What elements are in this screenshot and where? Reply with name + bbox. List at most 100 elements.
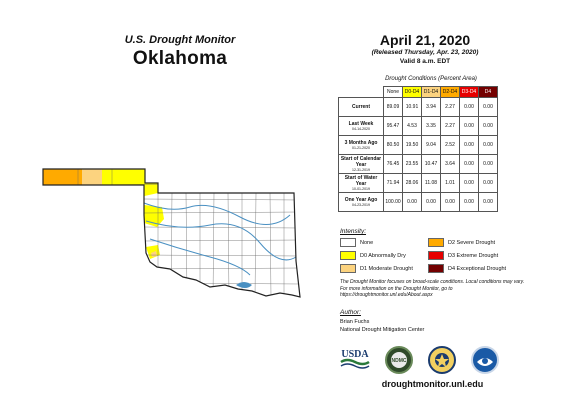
table-cell: 4.53 [402, 116, 422, 136]
author-heading: Author: [340, 309, 361, 316]
table-cell: 0.00 [478, 135, 498, 155]
d1-moderate-drought-area-southwest [151, 251, 157, 257]
legend-swatch [428, 264, 444, 273]
doc-seal-logo [428, 346, 456, 374]
table-row: Last Week 04-14-2020 95.47 4.53 3.35 2.27 0.00… [338, 116, 498, 136]
usda-logo-text: USDA [341, 349, 369, 360]
table-cell: 10.47 [421, 154, 441, 174]
row-label-text: Start of Water Year [344, 175, 378, 187]
legend-item-d2: D2 Severe Drought [428, 238, 495, 247]
table-cell: 0.00 [440, 192, 460, 212]
row-label-text: Last Week [348, 121, 374, 127]
legend-item-d0: D0 Abnormally Dry [340, 251, 406, 260]
col-header: D4 [478, 86, 498, 98]
table-cell: 0.00 [459, 192, 479, 212]
table-cell: 0.00 [459, 173, 479, 193]
legend-item-none: None [340, 238, 373, 247]
table-cell: 9.04 [421, 135, 441, 155]
lake-texoma [236, 282, 252, 288]
table-cell: 76.45 [383, 154, 403, 174]
table-cell: 89.09 [383, 97, 403, 117]
table-row: Current 89.09 10.91 3.94 2.27 0.00 0.00 [338, 97, 498, 117]
river-washita [149, 238, 251, 276]
row-label-text: Start of Calendar Year [340, 156, 382, 168]
legend-swatch [340, 251, 356, 260]
table-cell: 0.00 [459, 135, 479, 155]
site-url[interactable]: droughtmonitor.unl.edu [381, 379, 484, 389]
legend-swatch [428, 238, 444, 247]
legend-label: D3 Extreme Drought [448, 252, 499, 259]
d1-moderate-drought-area [82, 169, 102, 185]
author-info: Brian Fuchs National Drought Mitigation … [340, 319, 424, 334]
legend-label: None [360, 239, 374, 246]
table-cell: 0.00 [402, 192, 422, 212]
table-corner [339, 87, 384, 98]
row-label-text: Current [351, 104, 371, 110]
table-cell: 3.64 [440, 154, 460, 174]
usda-logo-graphic: USDA [340, 349, 370, 369]
table-row: Start of Water Year 10-01-2019 71.94 28.06 1… [338, 173, 498, 193]
table-cell: 0.00 [478, 116, 498, 136]
usda-logo: USDA [339, 347, 371, 369]
legend-swatch [340, 264, 356, 273]
row-label-date: 04-23-2019 [352, 203, 370, 207]
row-label: Start of Calendar Year 12-31-2019 [338, 154, 384, 174]
legend-label: D4 Exceptional Drought [448, 265, 507, 272]
table-cell: 1.01 [440, 173, 460, 193]
table-cell: 0.00 [478, 173, 498, 193]
table-cell: 19.50 [402, 135, 422, 155]
legend-item-d1: D1 Moderate Drought [340, 264, 413, 273]
table-cell: 10.91 [402, 97, 422, 117]
row-label-text: 3 Months Ago [344, 140, 378, 146]
col-header: D0-D4 [402, 86, 422, 98]
row-label-date: 04-14-2020 [352, 127, 370, 131]
row-label: 3 Months Ago 01-21-2020 [338, 135, 384, 155]
legend-item-d4: D4 Exceptional Drought [428, 264, 506, 273]
author-name: Brian Fuchs [340, 319, 370, 325]
col-header: D2-D4 [440, 86, 460, 98]
col-header: None [383, 86, 403, 98]
release-date: (Released Thursday, Apr. 23, 2020) [371, 49, 479, 56]
table-row: Start of Calendar Year 12-31-2019 76.45 23.… [338, 154, 498, 174]
river-canadian [145, 220, 297, 261]
table-cell: 100.00 [383, 192, 403, 212]
table-cell: 0.00 [421, 192, 441, 212]
valid-time: Valid 8 a.m. EDT [399, 58, 451, 65]
d2-severe-drought-area [43, 169, 82, 185]
row-label-date: 01-21-2020 [352, 146, 370, 150]
table-cell: 2.52 [440, 135, 460, 155]
state-outline [42, 168, 301, 298]
table-cell: 2.27 [440, 97, 460, 117]
row-label: Start of Water Year 10-01-2019 [338, 173, 384, 193]
drought-conditions-table: None D0-D4 D1-D4 D2-D4 D3-D4 D4 Current 8… [338, 86, 498, 212]
col-header: D1-D4 [421, 86, 441, 98]
legend-label: D1 Moderate Drought [360, 265, 413, 272]
legend-item-d3: D3 Extreme Drought [428, 251, 498, 260]
state-title: Oklahoma [132, 48, 228, 69]
ndmc-logo-text: NDMC [392, 358, 407, 364]
doc-seal-graphic [435, 353, 449, 367]
row-label: Last Week 04-14-2020 [338, 116, 384, 136]
table-cell: 0.00 [478, 97, 498, 117]
table-cell: 0.00 [478, 154, 498, 174]
noaa-logo [471, 346, 499, 374]
legend-swatch [340, 238, 356, 247]
drought-note: The Drought Monitor focuses on broad-sca… [340, 279, 525, 298]
row-label: Current [338, 97, 384, 117]
row-label-date: 12-31-2019 [352, 168, 370, 172]
author-org: National Drought Mitigation Center [340, 326, 425, 333]
table-cell: 3.94 [421, 97, 441, 117]
table-cell: 2.27 [440, 116, 460, 136]
table-title: Drought Conditions (Percent Area) [385, 76, 477, 82]
legend-title: Intensity: [340, 228, 367, 235]
table-cell: 23.55 [402, 154, 422, 174]
table-cell: 0.00 [459, 97, 479, 117]
table-cell: 95.47 [383, 116, 403, 136]
noaa-logo-graphic [477, 358, 493, 366]
row-label: One Year Ago 04-23-2019 [338, 192, 384, 212]
legend-label: D0 Abnormally Dry [360, 252, 406, 259]
table-header-row: None D0-D4 D1-D4 D2-D4 D3-D4 D4 [339, 86, 498, 98]
ndmc-logo-graphic: NDMC [391, 352, 407, 368]
table-row: 3 Months Ago 01-21-2020 80.50 19.50 9.04 2.52… [338, 135, 498, 155]
river-cimarron [143, 202, 291, 225]
